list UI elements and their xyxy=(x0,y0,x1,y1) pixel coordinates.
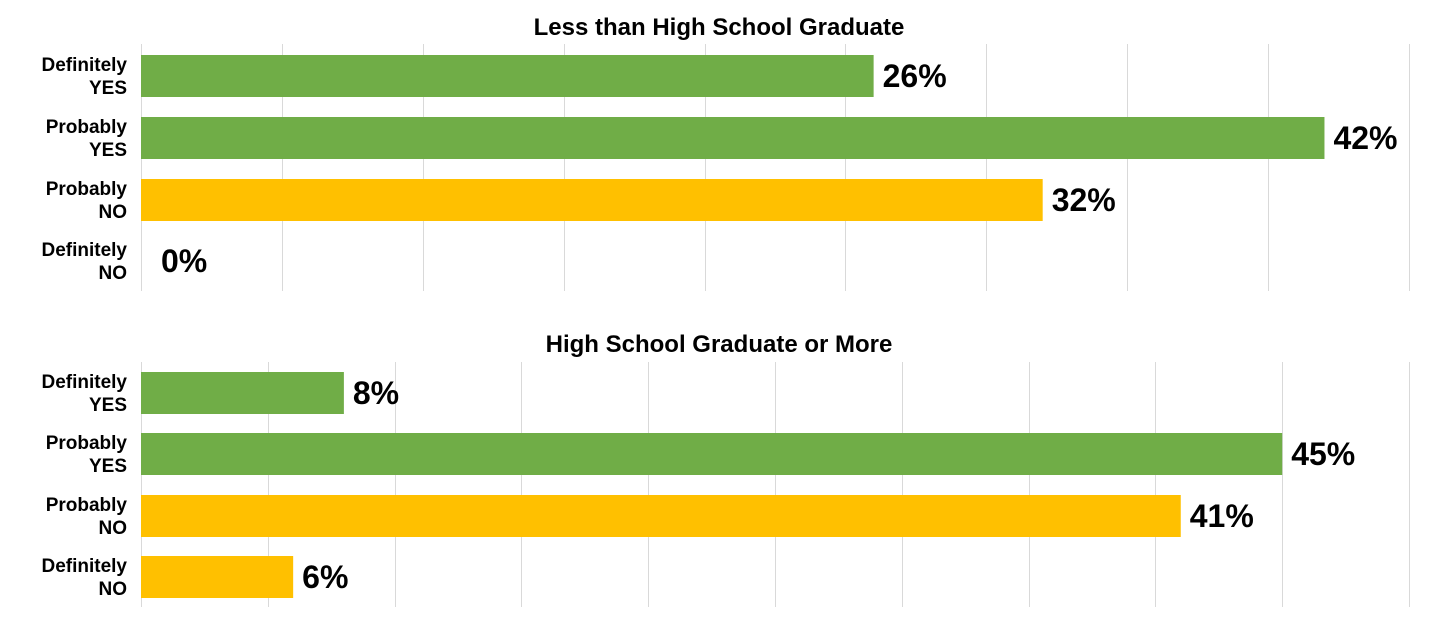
category-label-line: NO xyxy=(99,579,128,600)
chart-title: High School Graduate or More xyxy=(546,331,893,358)
category-label-line: YES xyxy=(89,78,127,99)
bar xyxy=(141,179,1043,221)
data-label: 0% xyxy=(161,243,207,279)
category-label-line: YES xyxy=(89,140,127,161)
category-label-line: YES xyxy=(89,456,127,477)
category-label-line: Definitely xyxy=(41,55,127,76)
category-label-line: NO xyxy=(99,202,128,223)
category-label-line: Probably xyxy=(46,433,128,454)
bar xyxy=(141,433,1283,475)
category-label: Probably NO xyxy=(46,179,128,223)
category-label: Definitely NO xyxy=(41,240,127,284)
category-label-line: Probably xyxy=(46,179,128,200)
category-label-line: NO xyxy=(99,263,128,284)
category-label-line: YES xyxy=(89,395,127,416)
category-label-line: Definitely xyxy=(41,556,127,577)
category-label: Probably YES xyxy=(46,433,128,477)
bar xyxy=(141,372,344,414)
data-label: 42% xyxy=(1333,120,1397,156)
data-label: 8% xyxy=(353,375,399,411)
bar xyxy=(141,55,874,97)
category-label: Definitely YES xyxy=(41,55,127,99)
category-label: Probably YES xyxy=(46,117,128,161)
category-label-line: Definitely xyxy=(41,372,127,393)
category-label-line: NO xyxy=(99,518,128,539)
data-label: 6% xyxy=(302,559,348,595)
chart-title: Less than High School Graduate xyxy=(534,14,905,41)
category-label-line: Definitely xyxy=(41,240,127,261)
category-label-line: Probably xyxy=(46,117,128,138)
bar xyxy=(141,495,1181,537)
bar xyxy=(141,117,1325,159)
category-label: Definitely YES xyxy=(41,372,127,416)
category-label: Probably NO xyxy=(46,495,128,539)
data-label: 26% xyxy=(883,58,947,94)
bar xyxy=(141,556,294,598)
data-label: 41% xyxy=(1190,498,1254,534)
data-label: 32% xyxy=(1052,182,1116,218)
chart-panel-1: Less than High School Graduate Definitely… xyxy=(41,14,1410,291)
data-label: 45% xyxy=(1291,436,1355,472)
category-label-line: Probably xyxy=(46,495,128,516)
category-label: Definitely NO xyxy=(41,556,127,600)
